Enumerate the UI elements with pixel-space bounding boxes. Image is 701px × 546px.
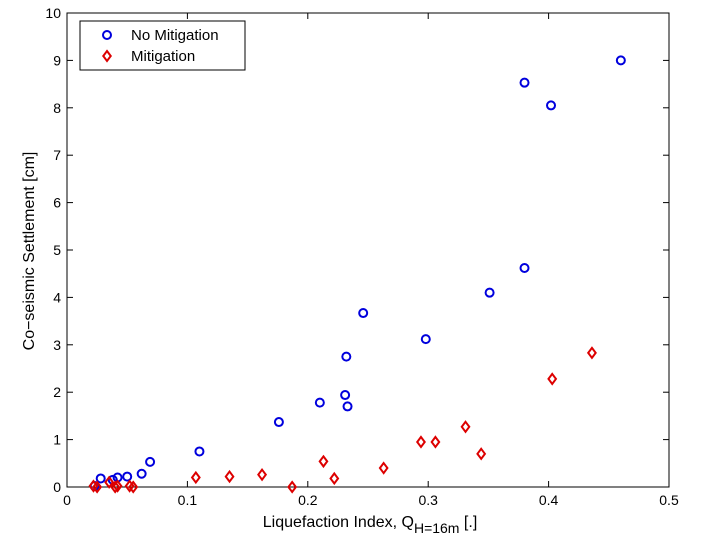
data-marks	[88, 55, 626, 494]
legend-diamond-marker	[102, 49, 112, 63]
legend-circle-marker	[102, 30, 112, 40]
diamond-point	[257, 468, 268, 482]
diamond-point	[378, 461, 389, 475]
circle-point	[314, 397, 325, 408]
diamond-point	[287, 480, 298, 494]
circle-point	[420, 334, 431, 345]
legend-label: Mitigation	[131, 48, 195, 65]
legend-label: No Mitigation	[131, 27, 219, 44]
diamond-point	[110, 480, 121, 494]
diamond-point	[430, 435, 441, 449]
y-tick-label: 4	[53, 289, 61, 305]
y-tick-label: 1	[53, 432, 61, 448]
diamond-point	[92, 480, 103, 494]
axes-layer: 0 0.1 0.2 0.3 0.4 0.5 0 1 2 3 4 5 6 7 8 9 10	[45, 5, 679, 508]
diamond-point	[224, 469, 235, 484]
circle-point	[194, 446, 205, 457]
diamond-point	[190, 470, 201, 485]
diamond-point	[547, 372, 558, 386]
x-tick-label: 0.1	[178, 492, 198, 508]
circle-point	[95, 473, 106, 484]
x-tick-label: 0.2	[298, 492, 318, 508]
circle-point	[341, 351, 352, 362]
circle-point	[136, 468, 147, 479]
diamond-point	[415, 435, 426, 449]
y-tick-label: 9	[53, 52, 61, 68]
y-tick-label: 6	[53, 195, 61, 211]
diamond-point	[104, 475, 115, 489]
diamond-point	[586, 346, 597, 360]
legend-entry-no-mitigation: No Mitigation	[102, 27, 219, 44]
y-tick-label: 5	[53, 242, 61, 258]
circle-point	[615, 55, 626, 66]
circle-point	[340, 390, 351, 401]
y-tick-label: 3	[53, 337, 61, 353]
axis-labels: Co−seismic Settlement [cm] Liquefaction …	[21, 152, 477, 536]
x-axis-label-main: Liquefaction Index, Q	[263, 514, 414, 531]
x-axis-label-subscript: H=16m	[414, 520, 460, 536]
y-tick-label: 2	[53, 384, 61, 400]
x-tick-label: 0.5	[659, 492, 679, 508]
x-axis-label-unit: [.]	[459, 514, 477, 531]
diamond-point	[329, 471, 340, 486]
circle-point	[273, 417, 284, 428]
x-tick-label: 0.4	[539, 492, 559, 508]
legend-box	[79, 20, 246, 71]
circle-point	[358, 308, 369, 319]
plot-frame	[66, 12, 670, 488]
diamond-point	[128, 480, 139, 494]
y-axis-label: Co−seismic Settlement [cm]	[21, 152, 38, 351]
diamond-point	[460, 420, 471, 434]
circle-point	[519, 263, 530, 274]
circle-point	[546, 100, 557, 111]
x-axis-label: Liquefaction Index, QH=16m [.]	[263, 514, 478, 536]
legend: No Mitigation Mitigation	[79, 20, 246, 71]
legend-entry-mitigation: Mitigation	[102, 48, 195, 65]
x-tick-label: 0	[63, 492, 71, 508]
diamond-point	[112, 479, 123, 493]
circle-point	[342, 401, 353, 412]
y-tick-label: 0	[53, 479, 61, 495]
circle-point	[122, 471, 133, 482]
circle-point	[519, 77, 530, 88]
y-tick-label: 8	[53, 100, 61, 116]
y-tick-label: 10	[45, 5, 61, 21]
circle-point	[145, 456, 156, 467]
diamond-point	[476, 447, 487, 461]
diamond-point	[318, 454, 329, 469]
series-mitigation	[88, 346, 597, 494]
y-tick-label: 7	[53, 147, 61, 163]
x-tick-label: 0.3	[418, 492, 438, 508]
circle-point	[484, 287, 495, 298]
